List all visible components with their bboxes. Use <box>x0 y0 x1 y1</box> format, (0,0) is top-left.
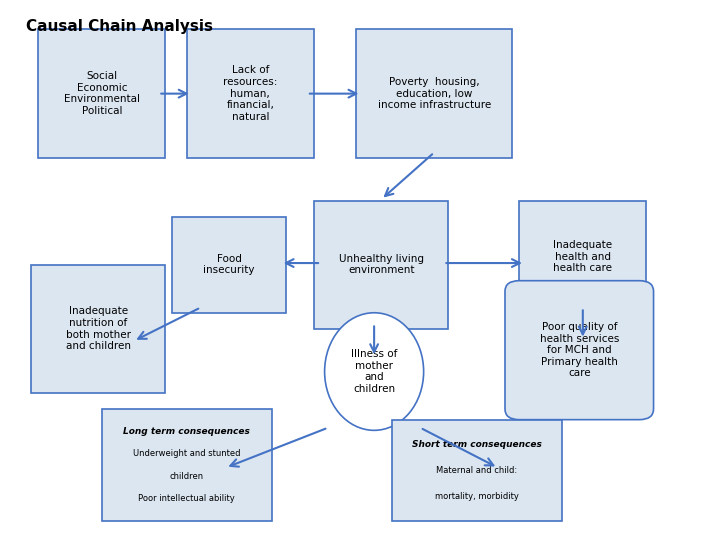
Text: children: children <box>170 472 204 481</box>
Text: Lack of
resources:
human,
financial,
natural: Lack of resources: human, financial, nat… <box>223 65 277 122</box>
FancyBboxPatch shape <box>173 217 286 313</box>
FancyBboxPatch shape <box>102 409 271 521</box>
Text: Long term consequences: Long term consequences <box>123 427 250 436</box>
FancyBboxPatch shape <box>519 200 647 313</box>
Ellipse shape <box>325 313 423 430</box>
Text: Poor intellectual ability: Poor intellectual ability <box>138 495 235 503</box>
Text: Underweight and stunted: Underweight and stunted <box>133 449 240 458</box>
FancyBboxPatch shape <box>314 200 449 329</box>
Text: Inadequate
nutrition of
both mother
and children: Inadequate nutrition of both mother and … <box>66 306 131 351</box>
Text: Illness of
mother
and
children: Illness of mother and children <box>351 349 397 394</box>
Text: Unhealthy living
environment: Unhealthy living environment <box>338 254 423 275</box>
Text: Poverty  housing,
education, low
income infrastructure: Poverty housing, education, low income i… <box>377 77 491 110</box>
FancyBboxPatch shape <box>505 281 654 420</box>
FancyBboxPatch shape <box>31 265 166 393</box>
FancyBboxPatch shape <box>186 30 314 158</box>
Text: Causal Chain Analysis: Causal Chain Analysis <box>26 19 213 34</box>
Text: Short term consequences: Short term consequences <box>412 440 541 449</box>
FancyBboxPatch shape <box>356 30 512 158</box>
FancyBboxPatch shape <box>392 420 562 521</box>
Text: Poor quality of
health services
for MCH and
Primary health
care: Poor quality of health services for MCH … <box>539 322 619 379</box>
Text: Maternal and child:: Maternal and child: <box>436 466 517 475</box>
Text: mortality, morbidity: mortality, morbidity <box>435 492 518 501</box>
Text: Inadequate
health and
health care: Inadequate health and health care <box>553 240 613 273</box>
Text: Food
insecurity: Food insecurity <box>203 254 255 275</box>
Text: Social
Economic
Environmental
Political: Social Economic Environmental Political <box>64 71 140 116</box>
FancyBboxPatch shape <box>38 30 166 158</box>
